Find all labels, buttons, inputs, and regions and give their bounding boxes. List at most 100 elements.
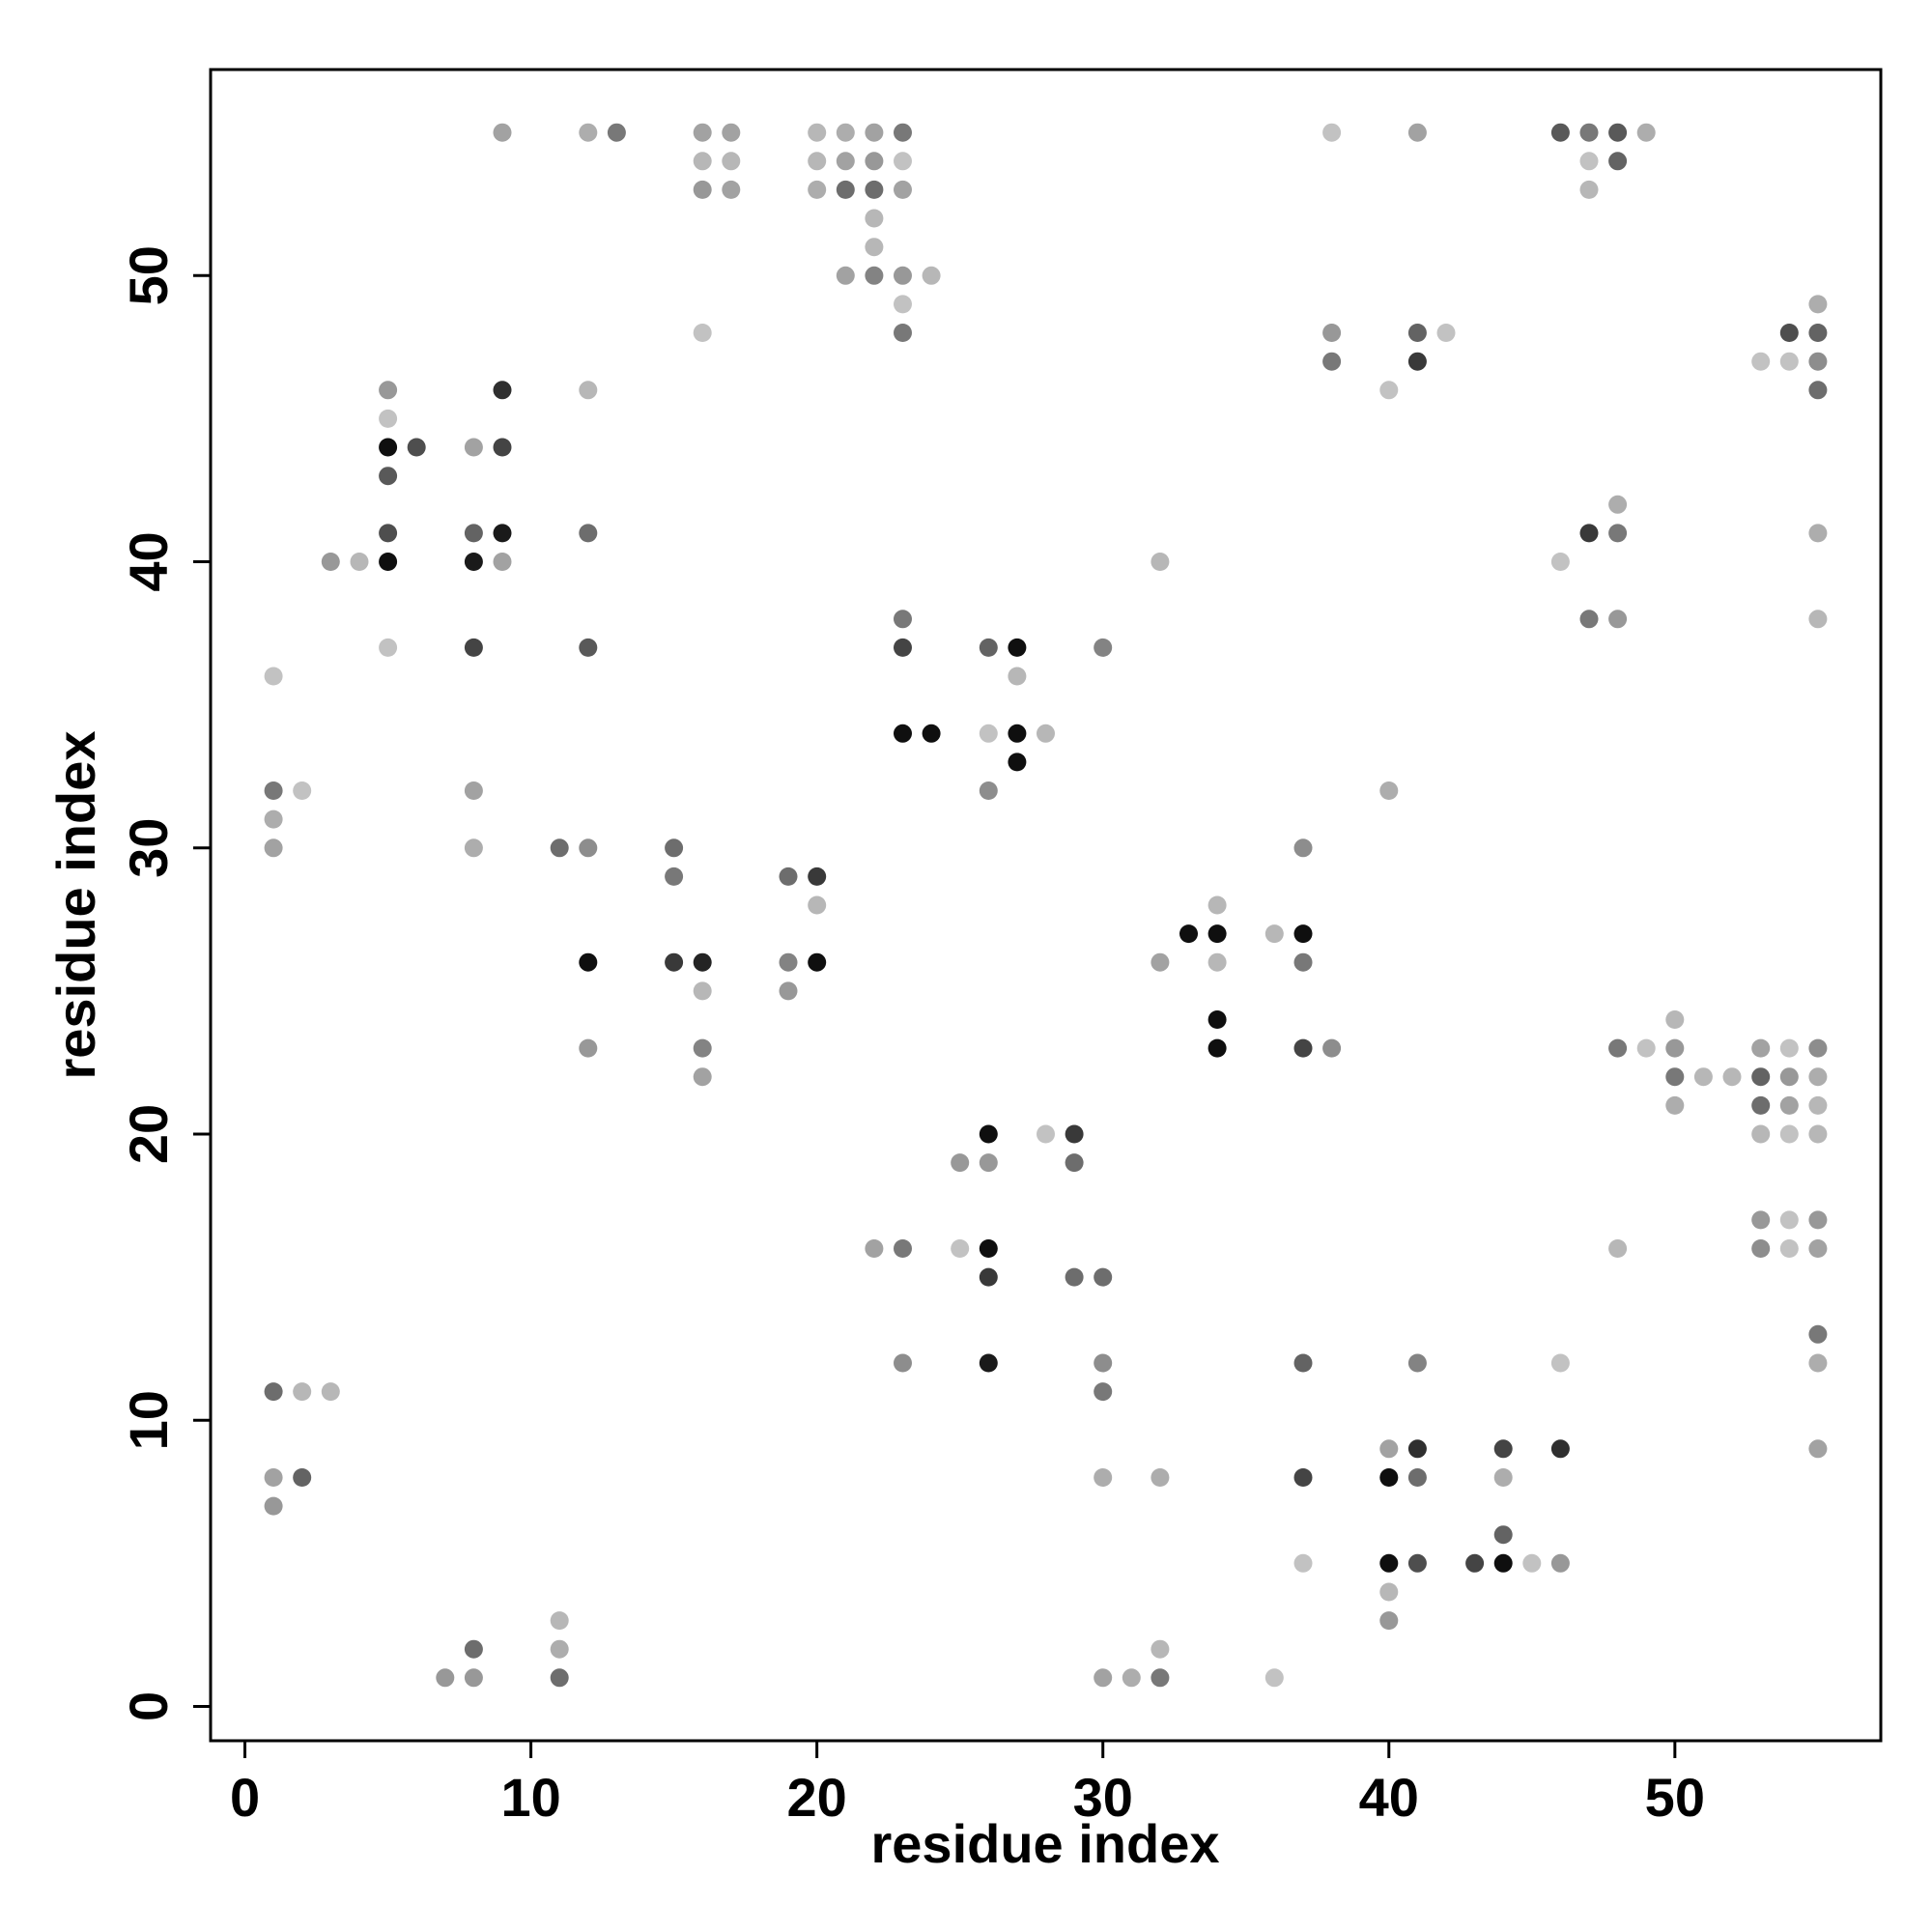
data-point (1751, 1239, 1771, 1258)
data-point (1293, 1468, 1313, 1487)
data-point (464, 638, 483, 657)
data-point (951, 1239, 970, 1258)
data-point (579, 1038, 598, 1058)
y-tick-label: 40 (118, 531, 179, 591)
data-point (1008, 753, 1027, 772)
y-tick-label: 0 (118, 1691, 179, 1721)
data-point (779, 981, 798, 1001)
data-point (951, 1153, 970, 1173)
data-point (1436, 324, 1456, 342)
data-point (1493, 1439, 1513, 1459)
data-point (665, 838, 684, 858)
data-point (1065, 1124, 1084, 1144)
data-point (894, 1353, 912, 1373)
data-point (550, 1611, 569, 1631)
data-point (1779, 352, 1799, 371)
data-point (1293, 1553, 1313, 1573)
data-point (1550, 1439, 1570, 1459)
data-point (579, 123, 598, 142)
data-point (894, 152, 912, 171)
data-point (865, 266, 884, 285)
data-point (1065, 1153, 1084, 1173)
data-point (264, 838, 283, 858)
data-point (1037, 1124, 1055, 1144)
data-point (979, 638, 998, 657)
data-point (1608, 524, 1628, 543)
data-point (865, 209, 884, 228)
data-point (264, 1382, 283, 1402)
data-point (693, 180, 712, 199)
data-point (1151, 952, 1170, 972)
data-point (693, 952, 712, 972)
data-point (1407, 1553, 1427, 1573)
data-point (693, 981, 712, 1001)
data-point (894, 724, 912, 743)
x-tick-label: 20 (787, 1767, 847, 1828)
data-point (693, 152, 712, 171)
data-point (1751, 1095, 1771, 1115)
data-point (579, 638, 598, 657)
data-point (1094, 1353, 1113, 1373)
data-point (1636, 123, 1656, 142)
data-point (1094, 638, 1113, 657)
data-point (1808, 1324, 1828, 1344)
data-point (1579, 123, 1599, 142)
data-point (1665, 1095, 1685, 1115)
data-point (922, 266, 941, 285)
data-point (1379, 1439, 1399, 1459)
data-point (865, 152, 884, 171)
data-point (1808, 524, 1828, 543)
data-point (493, 524, 512, 543)
data-point (1808, 1239, 1828, 1258)
data-point (836, 152, 855, 171)
data-point (894, 266, 912, 285)
data-point (722, 152, 741, 171)
data-point (1665, 1038, 1685, 1058)
data-point (379, 638, 398, 657)
data-point (808, 895, 827, 915)
data-point (1751, 352, 1771, 371)
data-point (979, 1267, 998, 1287)
data-point (1751, 1210, 1771, 1230)
data-point (1264, 1668, 1284, 1688)
data-point (1808, 1067, 1828, 1087)
data-point (1493, 1553, 1513, 1573)
data-point (321, 553, 340, 571)
data-point (1579, 610, 1599, 629)
data-point (1522, 1553, 1542, 1573)
data-point (1179, 924, 1198, 944)
data-point (264, 1468, 283, 1487)
data-point (464, 1668, 483, 1688)
data-point (550, 1668, 569, 1688)
data-point (722, 180, 741, 199)
data-point (1693, 1067, 1713, 1087)
data-point (407, 438, 426, 457)
x-tick-label: 50 (1645, 1767, 1705, 1828)
data-point (1379, 1582, 1399, 1602)
data-point (1608, 123, 1628, 142)
data-point (808, 952, 827, 972)
y-tick-label: 20 (118, 1104, 179, 1164)
data-point (350, 553, 369, 571)
data-point (1665, 1067, 1685, 1087)
data-point (865, 180, 884, 199)
data-point (379, 381, 398, 400)
data-point (1808, 1439, 1828, 1459)
data-point (379, 524, 398, 543)
data-point (1379, 381, 1399, 400)
data-point (1293, 838, 1313, 858)
data-point (979, 781, 998, 800)
data-point (264, 1496, 283, 1516)
data-point (1208, 924, 1227, 944)
data-point (1808, 1124, 1828, 1144)
data-point (1407, 1353, 1427, 1373)
data-point (979, 724, 998, 743)
data-point (379, 409, 398, 428)
data-point (1151, 1668, 1170, 1688)
data-point (493, 438, 512, 457)
data-point (293, 781, 312, 800)
data-point (836, 180, 855, 199)
points-layer (264, 123, 1828, 1688)
data-point (1094, 1267, 1113, 1287)
data-point (922, 724, 941, 743)
